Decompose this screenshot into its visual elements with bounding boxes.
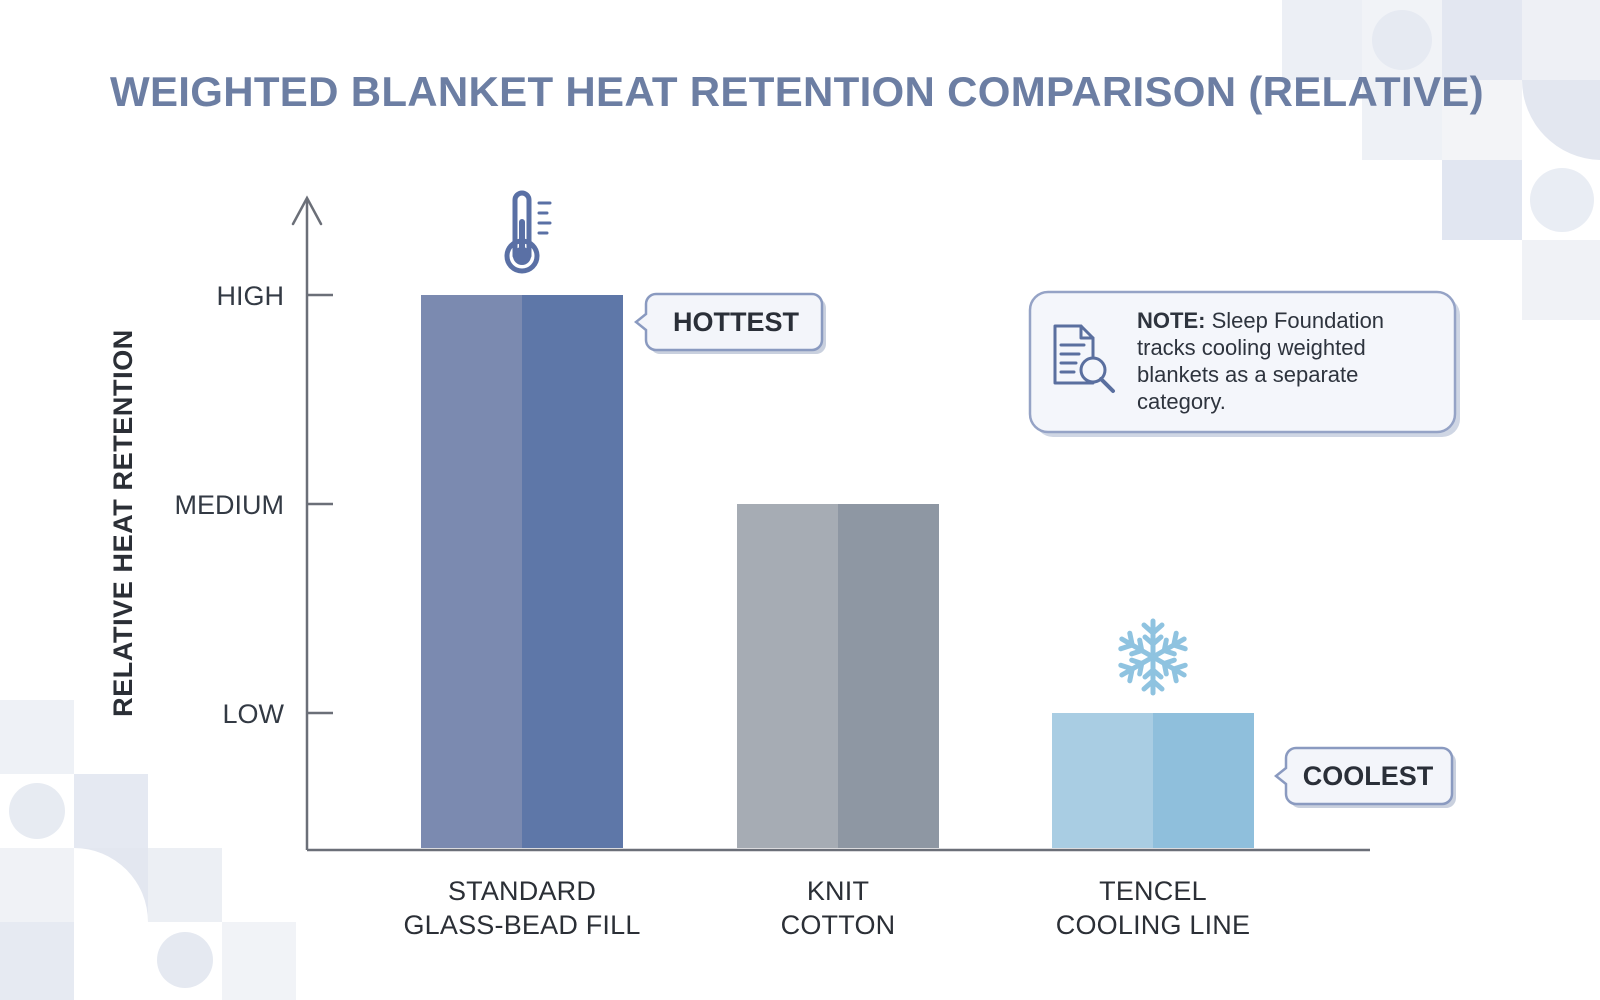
snowflake-icon	[1117, 618, 1188, 693]
y-tick-label: HIGH	[217, 281, 285, 311]
note-line-1: NOTE: Sleep Foundation	[1137, 308, 1384, 333]
chart-title: WEIGHTED BLANKET HEAT RETENTION COMPARIS…	[110, 68, 1484, 115]
bar-right-half	[522, 295, 623, 848]
x-tick-label: GLASS-BEAD FILL	[403, 910, 640, 940]
bar-left-half	[421, 295, 522, 848]
bars	[421, 295, 1254, 848]
hottest-callout: HOTTEST	[633, 292, 826, 354]
bar	[1052, 713, 1254, 848]
y-tick-label: MEDIUM	[175, 490, 285, 520]
note-line-4: category.	[1137, 389, 1226, 414]
note-line-2: tracks cooling weighted	[1137, 335, 1366, 360]
x-tick-labels: STANDARD GLASS-BEAD FILL KNIT COTTON TENCEL C…	[403, 876, 1250, 940]
x-tick-label: TENCEL	[1099, 876, 1207, 906]
bar-right-half	[1153, 713, 1254, 848]
y-ticks: LOW MEDIUM HIGH	[175, 281, 333, 729]
bar	[737, 504, 939, 848]
bar-right-half	[838, 504, 939, 848]
y-axis-arrow	[291, 195, 323, 226]
thermometer-icon	[504, 190, 552, 274]
x-tick-label: STANDARD	[448, 876, 596, 906]
y-tick-label: LOW	[222, 699, 284, 729]
x-tick-label: COTTON	[781, 910, 896, 940]
bar-left-half	[737, 504, 838, 848]
bar	[421, 295, 623, 848]
y-axis-label: RELATIVE HEAT RETENTION	[108, 329, 138, 717]
coolest-callout: COOLEST	[1273, 746, 1456, 808]
note-line-3: blankets as a separate	[1137, 362, 1358, 387]
x-tick-label: COOLING LINE	[1056, 910, 1250, 940]
hottest-label: HOTTEST	[673, 307, 800, 337]
axes	[291, 195, 1370, 852]
bar-left-half	[1052, 713, 1153, 848]
document-search-icon	[1053, 324, 1115, 393]
coolest-label: COOLEST	[1303, 761, 1434, 791]
note-box: NOTE: Sleep Foundation tracks cooling we…	[1028, 290, 1460, 437]
x-tick-label: KNIT	[807, 876, 869, 906]
